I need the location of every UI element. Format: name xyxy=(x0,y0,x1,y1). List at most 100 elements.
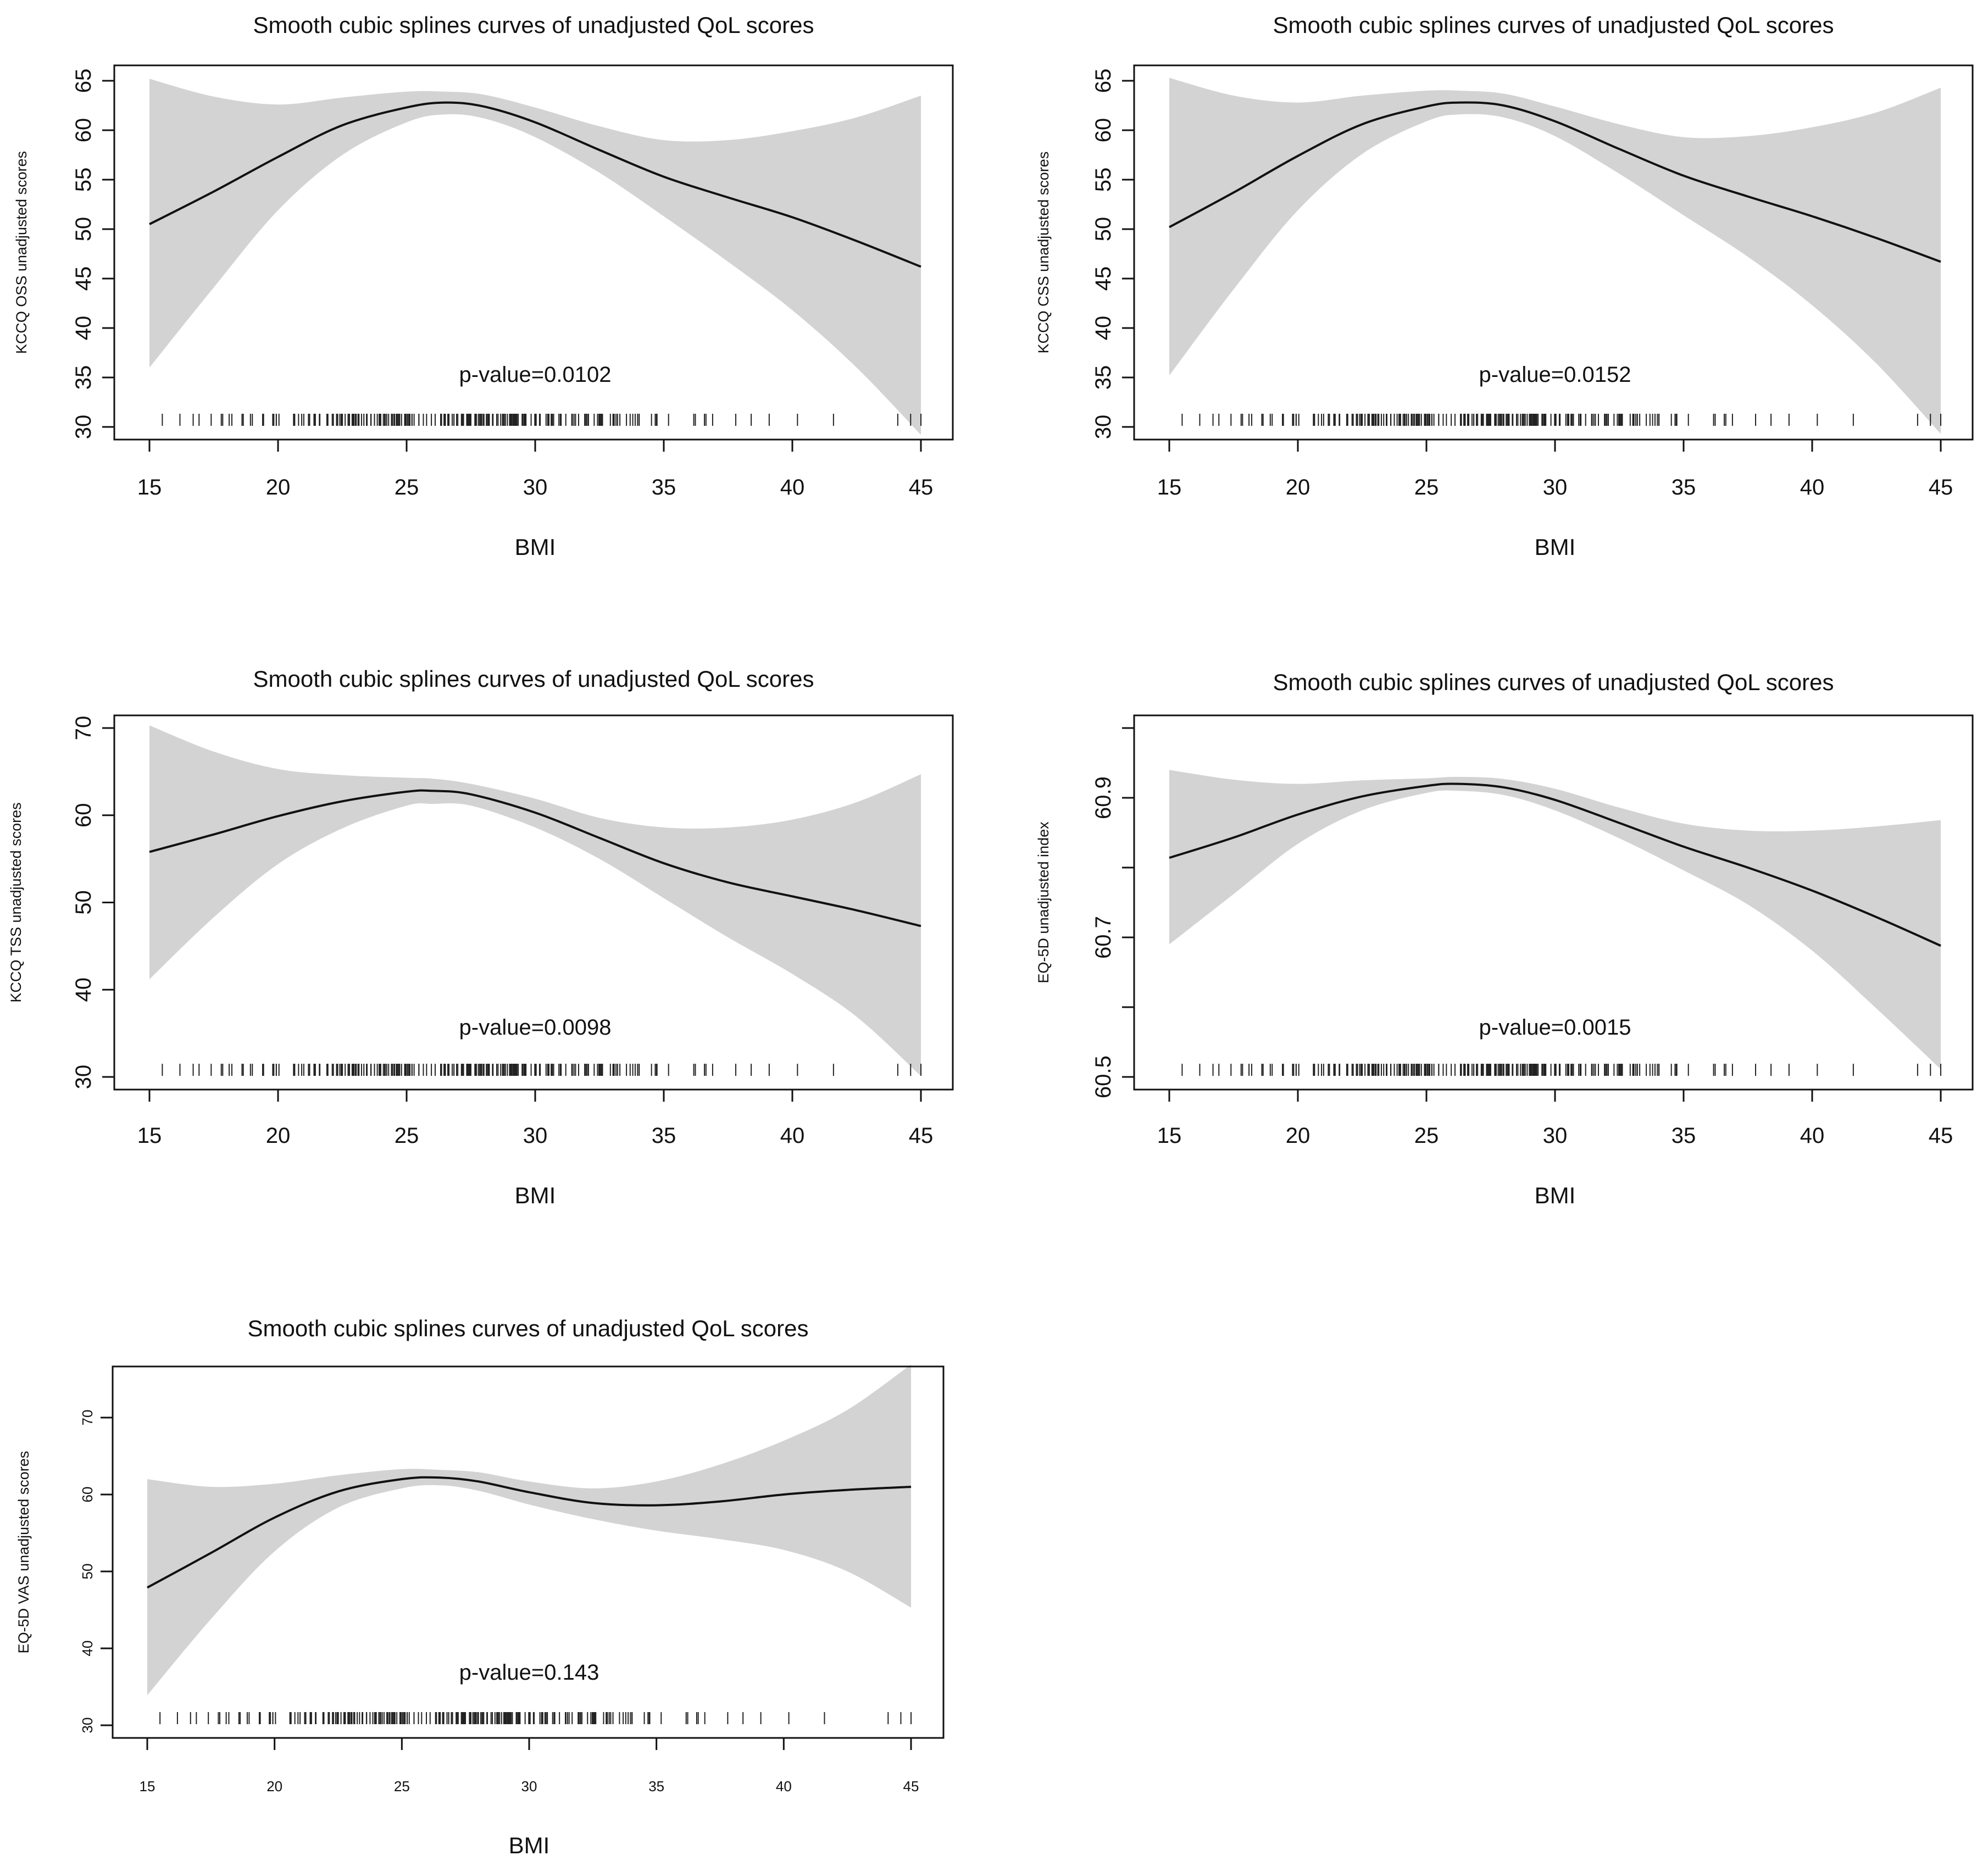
x-tick-label: 30 xyxy=(521,1778,537,1795)
x-tick-label: 45 xyxy=(909,1124,934,1148)
y-tick-label: 60.9 xyxy=(1091,776,1115,819)
x-axis-label: BMI xyxy=(1535,1182,1576,1208)
chart-title: Smooth cubic splines curves of unadjuste… xyxy=(1273,669,1834,695)
y-tick-label: 35 xyxy=(1091,365,1115,390)
chart-panel: Smooth cubic splines curves of unadjuste… xyxy=(15,1315,945,1858)
x-tick-label: 45 xyxy=(1929,1124,1953,1148)
spline-curve xyxy=(149,101,921,268)
y-tick-label: 65 xyxy=(71,69,96,93)
x-axis-label: BMI xyxy=(515,534,556,560)
x-tick-label: 45 xyxy=(1929,475,1953,499)
chart-title: Smooth cubic splines curves of unadjuste… xyxy=(248,1315,809,1341)
x-tick-label: 25 xyxy=(1414,1124,1439,1148)
y-tick-label: 55 xyxy=(1091,168,1115,192)
chart-panel: Smooth cubic splines curves of unadjuste… xyxy=(1035,669,1974,1208)
x-tick-label: 40 xyxy=(1800,475,1825,499)
spline-curve xyxy=(1169,101,1941,263)
chart-title: Smooth cubic splines curves of unadjuste… xyxy=(1273,12,1834,38)
y-tick-label: 30 xyxy=(1091,415,1115,440)
spline-curve xyxy=(147,1476,912,1589)
x-tick-label: 45 xyxy=(909,475,934,499)
x-tick-label: 35 xyxy=(1672,1124,1696,1148)
confidence-band xyxy=(147,1364,911,1696)
confidence-band xyxy=(1169,77,1941,434)
y-tick-label: 50 xyxy=(1091,217,1115,242)
chart-title: Smooth cubic splines curves of unadjuste… xyxy=(253,12,814,38)
x-tick-label: 30 xyxy=(1543,475,1568,499)
x-tick-label: 20 xyxy=(1286,1124,1310,1148)
y-tick-label: 45 xyxy=(71,266,96,291)
x-tick-label: 40 xyxy=(780,1124,805,1148)
x-tick-label: 20 xyxy=(266,1124,291,1148)
y-tick-label: 50 xyxy=(79,1564,96,1580)
y-tick-label: 30 xyxy=(79,1718,96,1734)
x-tick-label: 20 xyxy=(1286,475,1310,499)
rug-marks xyxy=(1181,414,1941,426)
x-tick-label: 15 xyxy=(137,475,162,499)
y-tick-label: 40 xyxy=(71,316,96,341)
y-tick-label: 60 xyxy=(79,1487,96,1503)
x-tick-label: 25 xyxy=(395,1124,419,1148)
spline-curve xyxy=(149,789,921,927)
chart-panel: Smooth cubic splines curves of unadjuste… xyxy=(13,12,954,560)
x-tick-label: 15 xyxy=(140,1778,156,1795)
x-tick-label: 35 xyxy=(652,475,676,499)
y-axis-label: EQ-5D VAS unadjusted scores xyxy=(15,1451,32,1654)
x-tick-label: 35 xyxy=(652,1124,676,1148)
y-tick-label: 70 xyxy=(79,1410,96,1426)
y-tick-label: 50 xyxy=(71,217,96,242)
confidence-band xyxy=(149,79,921,435)
x-tick-label: 25 xyxy=(395,475,419,499)
y-tick-label: 45 xyxy=(1091,266,1115,291)
x-tick-label: 20 xyxy=(266,475,291,499)
p-value-annotation: p-value=0.143 xyxy=(459,1660,599,1685)
y-axis-label: KCCQ TSS unadjusted scores xyxy=(8,802,24,1002)
y-tick-label: 30 xyxy=(71,415,96,440)
y-tick-label: 40 xyxy=(79,1641,96,1657)
x-tick-label: 30 xyxy=(523,1124,548,1148)
chart-panel: Smooth cubic splines curves of unadjuste… xyxy=(1035,12,1974,560)
spline-curve xyxy=(1169,782,1941,947)
x-tick-label: 15 xyxy=(137,1124,162,1148)
x-tick-label: 30 xyxy=(1543,1124,1568,1148)
rug-marks xyxy=(159,1712,912,1724)
p-value-annotation: p-value=0.0152 xyxy=(1479,363,1631,387)
x-tick-label: 45 xyxy=(903,1778,919,1795)
p-value-annotation: p-value=0.0102 xyxy=(459,363,612,387)
y-tick-label: 65 xyxy=(1091,69,1115,93)
x-axis-label: BMI xyxy=(1535,534,1576,560)
rug-marks xyxy=(162,414,921,426)
y-tick-label: 60.7 xyxy=(1091,916,1115,959)
rug-marks xyxy=(162,1064,921,1076)
x-axis-label: BMI xyxy=(515,1182,556,1208)
x-tick-label: 40 xyxy=(776,1778,792,1795)
y-tick-label: 55 xyxy=(71,168,96,192)
y-tick-label: 30 xyxy=(71,1065,96,1090)
x-tick-label: 25 xyxy=(394,1778,410,1795)
rug-marks xyxy=(1181,1064,1941,1076)
x-tick-label: 35 xyxy=(648,1778,664,1795)
y-axis-label: KCCQ OSS unadjusted scores xyxy=(13,151,30,354)
x-tick-label: 15 xyxy=(1157,475,1182,499)
y-tick-label: 60 xyxy=(71,118,96,143)
confidence-band xyxy=(149,725,921,1076)
x-tick-label: 40 xyxy=(780,475,805,499)
y-tick-label: 50 xyxy=(71,890,96,915)
y-tick-label: 40 xyxy=(1091,316,1115,341)
y-tick-label: 60.5 xyxy=(1091,1056,1115,1098)
y-tick-label: 60 xyxy=(71,803,96,828)
x-tick-label: 40 xyxy=(1800,1124,1825,1148)
x-tick-label: 30 xyxy=(523,475,548,499)
y-axis-label: EQ-5D unadjusted index xyxy=(1035,821,1052,984)
p-value-annotation: p-value=0.0015 xyxy=(1479,1015,1631,1040)
confidence-band xyxy=(1169,770,1941,1070)
y-tick-label: 60 xyxy=(1091,118,1115,143)
x-tick-label: 25 xyxy=(1414,475,1439,499)
x-axis-label: BMI xyxy=(509,1832,550,1858)
p-value-annotation: p-value=0.0098 xyxy=(459,1015,612,1040)
y-tick-label: 70 xyxy=(71,716,96,741)
x-tick-label: 15 xyxy=(1157,1124,1182,1148)
chart-title: Smooth cubic splines curves of unadjuste… xyxy=(253,666,814,692)
y-tick-label: 35 xyxy=(71,365,96,390)
x-tick-label: 20 xyxy=(266,1778,282,1795)
